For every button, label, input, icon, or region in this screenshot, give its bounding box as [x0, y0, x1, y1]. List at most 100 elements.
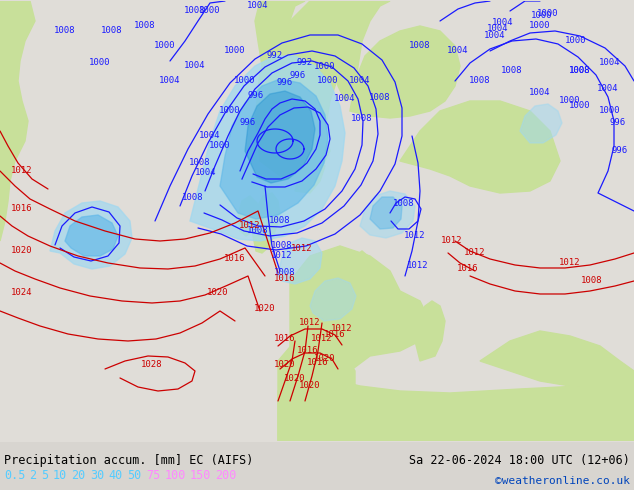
Polygon shape	[255, 1, 345, 181]
Text: 996: 996	[277, 78, 293, 88]
Text: 100: 100	[165, 469, 186, 483]
Text: 1000: 1000	[314, 63, 336, 72]
Text: 1004: 1004	[492, 19, 514, 27]
Text: 1008: 1008	[275, 269, 295, 277]
Text: 1012: 1012	[11, 167, 33, 175]
Text: 1024: 1024	[11, 289, 33, 297]
Text: 1012: 1012	[311, 335, 333, 343]
Text: 1000: 1000	[537, 9, 559, 19]
Text: 1016: 1016	[11, 204, 33, 214]
Text: 1008: 1008	[410, 42, 430, 50]
Text: 1000: 1000	[559, 97, 581, 105]
Text: 1008: 1008	[569, 67, 591, 75]
Text: 1000: 1000	[224, 47, 246, 55]
Text: 1000: 1000	[89, 58, 111, 68]
Polygon shape	[278, 238, 322, 284]
Polygon shape	[350, 26, 460, 118]
Text: 1008: 1008	[581, 276, 603, 286]
Text: 1016: 1016	[224, 254, 246, 264]
Text: 1020: 1020	[284, 374, 306, 384]
Text: 1000: 1000	[569, 101, 591, 110]
Polygon shape	[310, 278, 356, 321]
Polygon shape	[238, 196, 258, 236]
Polygon shape	[278, 331, 355, 441]
Text: 1004: 1004	[247, 1, 269, 10]
Text: 1008: 1008	[182, 194, 204, 202]
Polygon shape	[370, 197, 402, 229]
Text: 1012: 1012	[271, 251, 293, 261]
Text: 1004: 1004	[529, 89, 551, 98]
Text: 1012: 1012	[291, 245, 313, 253]
Polygon shape	[480, 331, 634, 391]
Text: 1008: 1008	[101, 26, 123, 35]
Text: 1020: 1020	[299, 382, 321, 391]
Text: 1008: 1008	[269, 217, 291, 225]
Text: 1012: 1012	[239, 221, 261, 230]
Text: 996: 996	[240, 119, 256, 127]
Text: 1012: 1012	[407, 262, 429, 270]
Text: 996: 996	[248, 92, 264, 100]
Text: 1008: 1008	[569, 67, 591, 75]
Text: 1008: 1008	[501, 67, 523, 75]
Text: 10: 10	[53, 469, 67, 483]
Text: 1008: 1008	[184, 6, 206, 16]
Text: 1000: 1000	[199, 6, 221, 16]
Text: 20: 20	[72, 469, 86, 483]
Text: 1012: 1012	[441, 237, 463, 245]
Text: 1000: 1000	[209, 142, 231, 150]
Text: 1004: 1004	[597, 84, 619, 94]
Text: 1008: 1008	[393, 199, 415, 208]
Text: 1004: 1004	[599, 58, 621, 68]
Text: 1000: 1000	[599, 106, 621, 116]
Text: 1016: 1016	[457, 265, 479, 273]
Text: 1000: 1000	[219, 106, 241, 116]
Text: 1012: 1012	[464, 248, 486, 257]
Text: 75: 75	[146, 469, 160, 483]
Text: Precipitation accum. [mm] EC (AIFS): Precipitation accum. [mm] EC (AIFS)	[4, 454, 254, 467]
Text: 50: 50	[127, 469, 141, 483]
Text: 1012: 1012	[299, 318, 321, 327]
Polygon shape	[325, 1, 390, 101]
Polygon shape	[220, 79, 328, 219]
Text: 1000: 1000	[234, 76, 256, 85]
Polygon shape	[255, 1, 305, 126]
Text: 1004: 1004	[184, 61, 206, 71]
Polygon shape	[290, 246, 430, 371]
Text: 992: 992	[267, 51, 283, 60]
Polygon shape	[190, 56, 345, 241]
Polygon shape	[252, 193, 280, 253]
Text: 1004: 1004	[349, 76, 371, 85]
Text: 1016: 1016	[307, 359, 329, 368]
Text: 996: 996	[612, 147, 628, 155]
Text: 150: 150	[190, 469, 211, 483]
Text: 0.5: 0.5	[4, 469, 25, 483]
Polygon shape	[0, 1, 30, 61]
Polygon shape	[295, 161, 325, 193]
Text: 1000: 1000	[154, 42, 176, 50]
Text: 1012: 1012	[404, 231, 426, 241]
Polygon shape	[345, 251, 378, 321]
Text: 992: 992	[297, 58, 313, 68]
Text: 1000: 1000	[531, 11, 553, 21]
Text: 1016: 1016	[275, 335, 295, 343]
Text: 1004: 1004	[334, 95, 356, 103]
Text: 1008: 1008	[134, 22, 156, 30]
Polygon shape	[245, 91, 315, 183]
Polygon shape	[360, 191, 415, 238]
Text: 30: 30	[90, 469, 105, 483]
Text: 1028: 1028	[141, 361, 163, 369]
Text: 1004: 1004	[199, 131, 221, 141]
Text: 1004: 1004	[159, 76, 181, 85]
Text: 200: 200	[216, 469, 236, 483]
Text: 1004: 1004	[447, 47, 469, 55]
Text: 1016: 1016	[297, 346, 319, 355]
Text: 1008: 1008	[190, 158, 210, 168]
Polygon shape	[0, 1, 35, 241]
Polygon shape	[65, 215, 118, 256]
Text: 1008: 1008	[369, 94, 391, 102]
Text: 996: 996	[610, 119, 626, 127]
Polygon shape	[415, 301, 445, 361]
Polygon shape	[278, 381, 634, 441]
Text: 1012: 1012	[331, 324, 353, 334]
Text: 1008: 1008	[351, 115, 373, 123]
